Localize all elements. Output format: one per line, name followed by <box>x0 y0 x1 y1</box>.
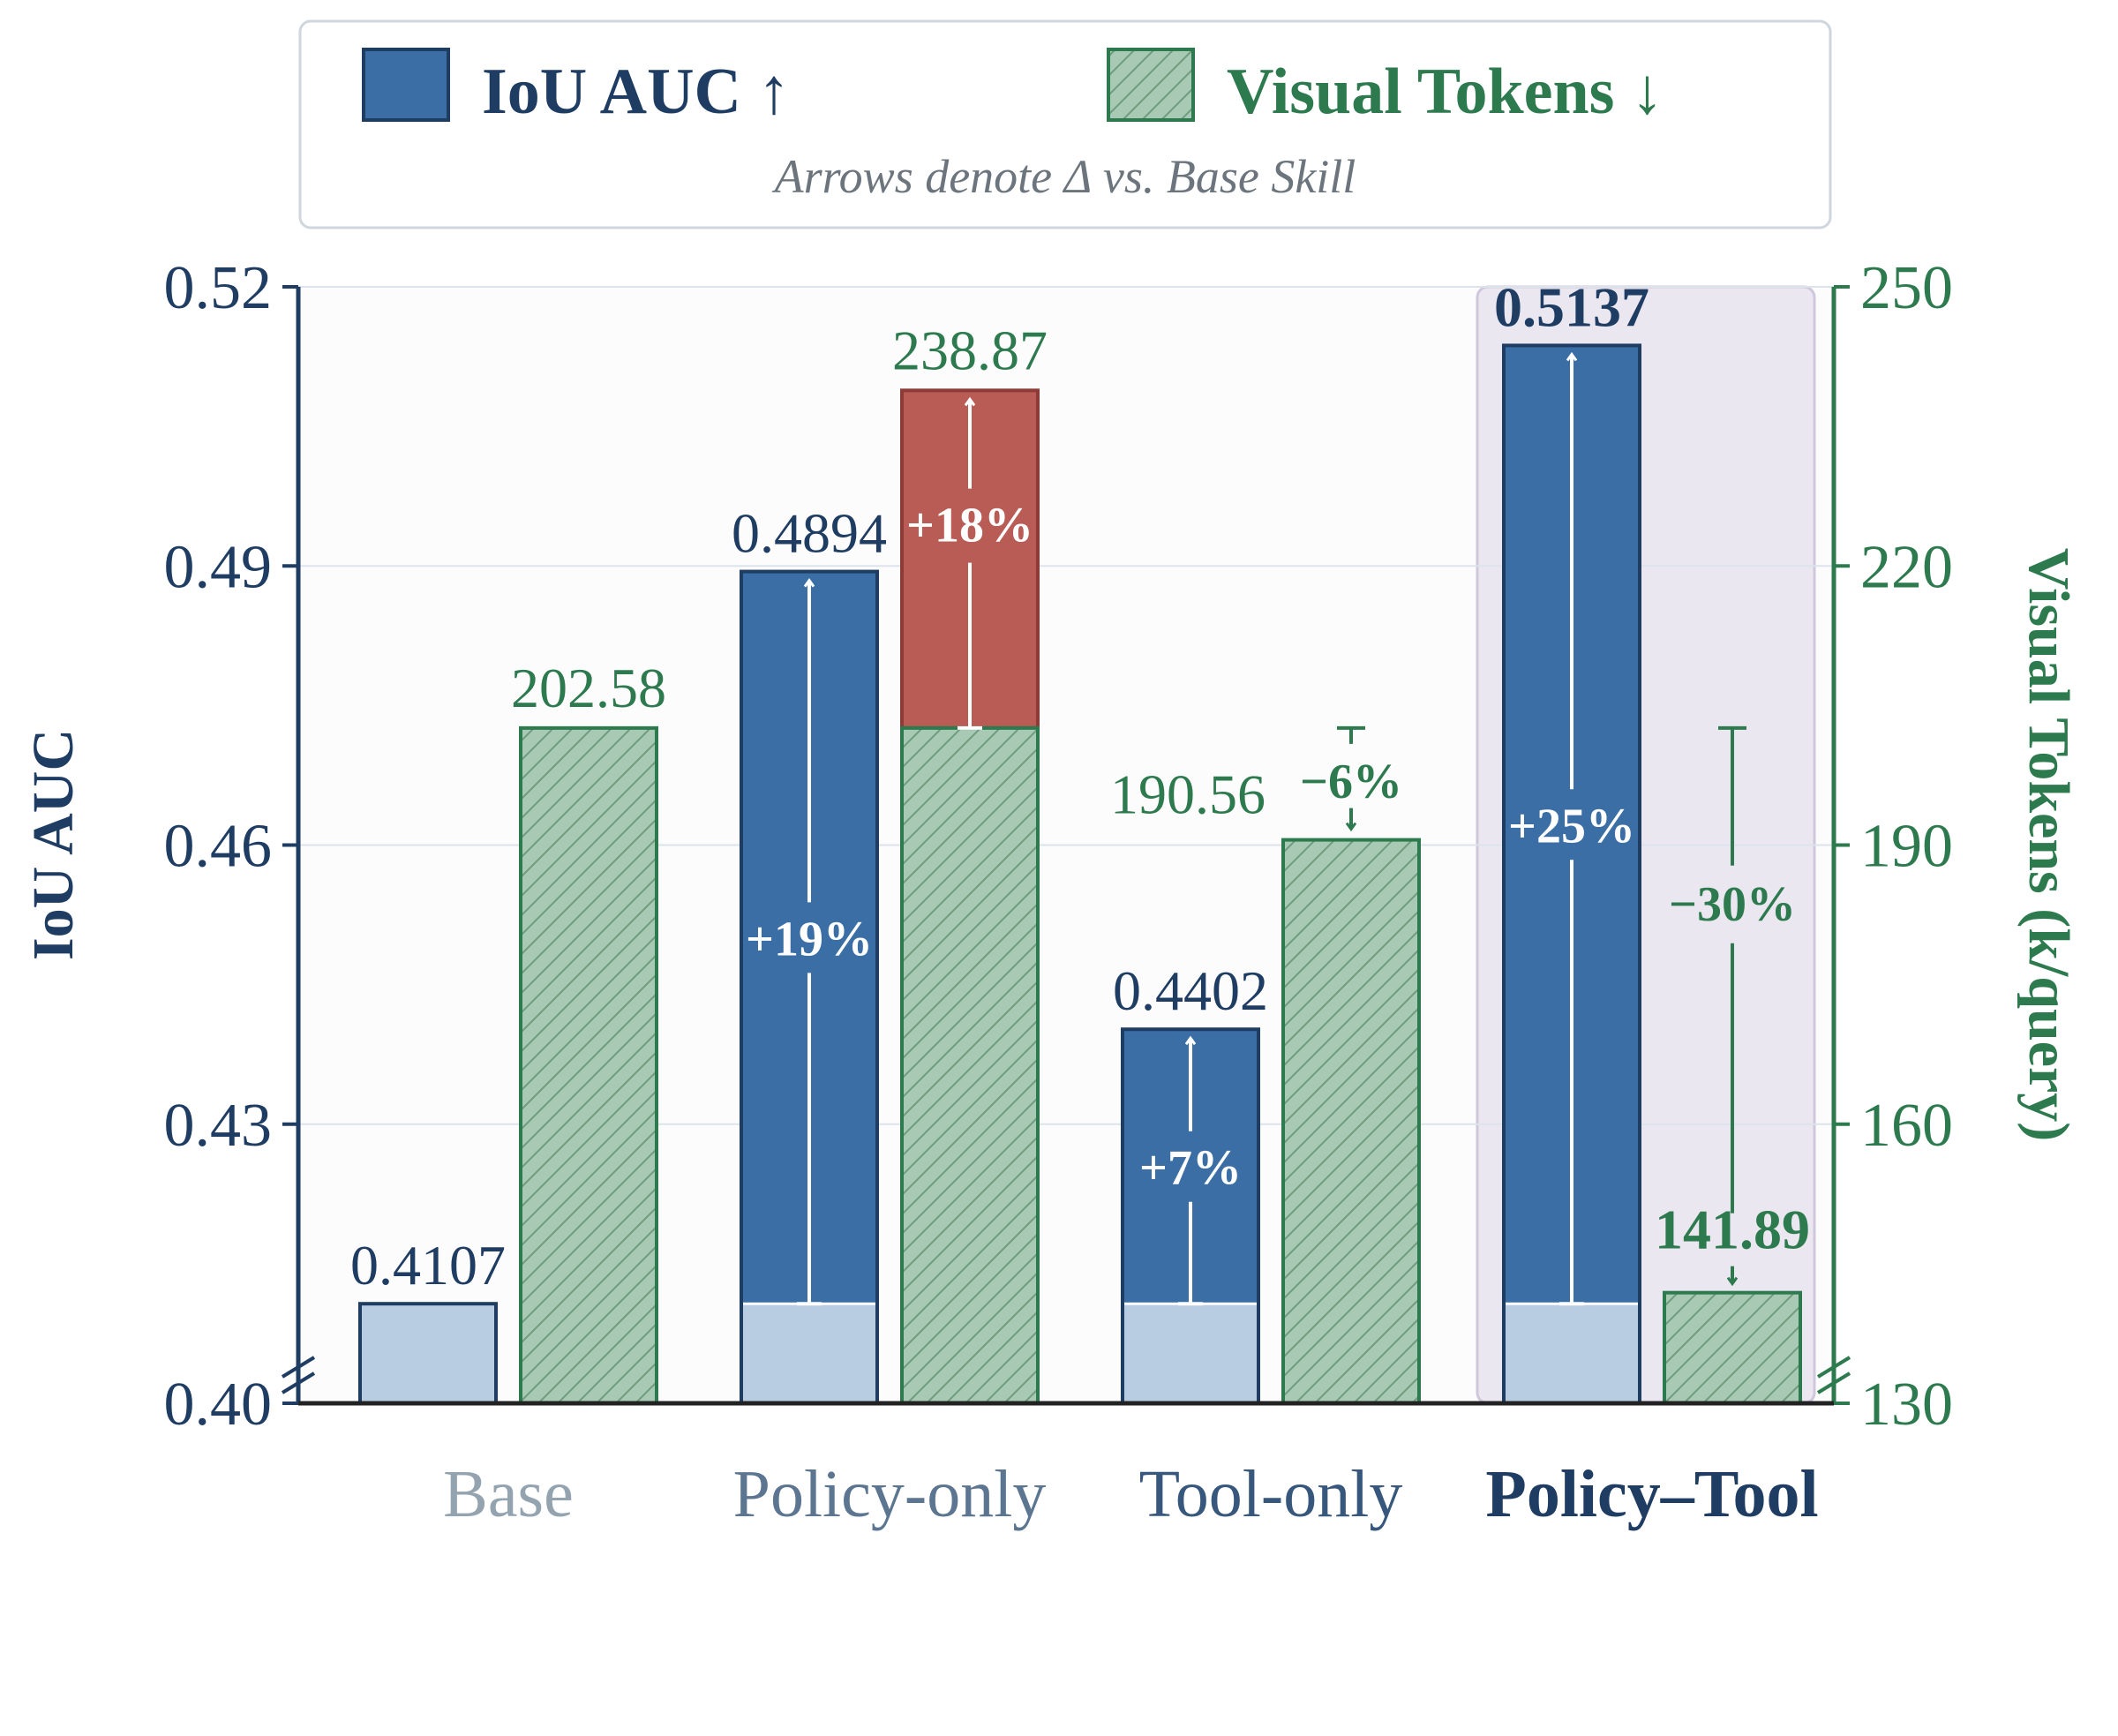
legend-box <box>298 19 1832 229</box>
iou-value-label-2: 0.4402 <box>1113 959 1268 1022</box>
iou-value-label-0: 0.4107 <box>350 1234 506 1296</box>
iou-bar-0 <box>358 1302 498 1406</box>
tokens-value-label-1: 238.87 <box>892 319 1048 381</box>
right-tick-label: 190 <box>1860 813 1953 881</box>
tokens-value-label-0: 202.58 <box>511 657 666 719</box>
right-tick-label: 160 <box>1860 1092 1953 1160</box>
left-tick-label: 0.46 <box>164 813 273 881</box>
right-ticks: 130 160 190 220 250 <box>1834 254 1953 1439</box>
axis-break-left <box>281 1356 316 1394</box>
iou-delta-label-1: +19% <box>746 912 873 966</box>
category-labels: Base Policy-only Tool-only Policy–Tool <box>443 1457 1818 1531</box>
axis-break-right <box>1816 1356 1851 1394</box>
iou-base-segment-3 <box>1506 1304 1638 1402</box>
legend-note: Arrows denote Δ vs. Base Skill <box>772 150 1356 203</box>
left-tick-label: 0.43 <box>164 1092 273 1160</box>
iou-base-segment-1 <box>743 1304 875 1402</box>
iou-delta-label-2: +7% <box>1139 1141 1242 1196</box>
left-ticks: 0.40 0.43 0.46 0.49 0.52 <box>164 254 298 1439</box>
left-tick-label: 0.52 <box>164 254 273 322</box>
value-labels: 0.4107 202.58 +19% 0.4894 +18% 238.87 +7% 0.440… <box>350 275 1810 1296</box>
right-tick-label: 130 <box>1860 1371 1953 1439</box>
category-label-1: Policy-only <box>733 1457 1047 1531</box>
category-label-0: Base <box>443 1457 574 1531</box>
tokens-bar-2 <box>1281 838 1421 1405</box>
iou-value-label-3: 0.5137 <box>1494 275 1649 338</box>
tokens-bar-1 <box>900 725 1040 1405</box>
tokens-value-label-2: 190.56 <box>1110 763 1266 826</box>
legend: IoU AUC ↑ Visual Tokens ↓ Arrows denote … <box>298 19 1832 229</box>
right-tick-label: 220 <box>1860 533 1953 601</box>
tokens-bar-0 <box>519 725 658 1405</box>
tokens-delta-label-1: +18% <box>906 499 1033 553</box>
right-axis-title: Visual Tokens (k/query) <box>2017 548 2081 1141</box>
left-axis-title: IoU AUC <box>21 729 86 960</box>
legend-swatch-tokens <box>1107 48 1195 122</box>
category-label-3: Policy–Tool <box>1485 1457 1818 1531</box>
iou-base-segment-2 <box>1124 1304 1257 1402</box>
left-tick-label: 0.49 <box>164 533 273 601</box>
right-tick-label: 250 <box>1860 254 1953 322</box>
legend-swatch-iou <box>362 48 450 122</box>
iou-value-label-1: 0.4894 <box>732 502 887 565</box>
category-label-2: Tool-only <box>1139 1457 1403 1531</box>
iou-delta-label-3: +25% <box>1508 799 1635 853</box>
tokens-value-label-3: 141.89 <box>1655 1199 1810 1261</box>
tokens-delta-label-2: −6% <box>1300 755 1402 809</box>
tokens-bar-3 <box>1663 1290 1802 1405</box>
legend-label-tokens: Visual Tokens ↓ <box>1227 56 1664 128</box>
left-tick-label: 0.40 <box>164 1371 273 1439</box>
tokens-delta-label-3: −30% <box>1669 877 1796 932</box>
legend-label-iou: IoU AUC ↑ <box>482 56 790 128</box>
delta-arrows <box>797 356 1746 1306</box>
